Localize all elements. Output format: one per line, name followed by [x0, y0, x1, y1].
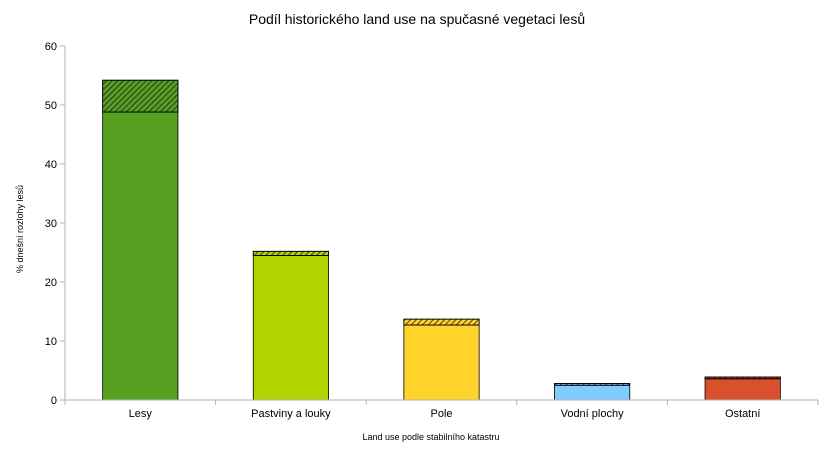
bar-segment [403, 324, 480, 401]
bar-hatch-overlay [704, 376, 781, 380]
x-tick-label: Lesy [129, 408, 153, 420]
x-tick-label: Pole [430, 408, 452, 420]
bar-segment [554, 384, 631, 401]
bar-hatch-overlay [252, 250, 329, 256]
y-tick-label: 20 [45, 277, 57, 289]
bars [102, 79, 781, 401]
y-tick-label: 0 [51, 395, 57, 407]
bar-hatch-overlay [554, 383, 631, 386]
x-tick-label: Pastviny a louky [251, 408, 331, 420]
x-axis-ticks: Lesy Pastviny a louky Pole Vodní plochy Osta… [64, 400, 819, 420]
bar-hatch-overlay [102, 79, 179, 113]
y-axis-label: % dnešní rozlohy lesů [15, 185, 25, 273]
bar-segment [252, 255, 329, 401]
y-axis-ticks: 0 10 20 30 40 50 60 [45, 41, 65, 407]
x-tick-label: Vodní plochy [561, 408, 624, 420]
y-tick-label: 10 [45, 336, 57, 348]
x-tick-label: Ostatní [725, 408, 760, 420]
x-axis-label: Land use podle stabilního katastru [362, 432, 499, 442]
bar-segment [102, 111, 179, 401]
y-tick-label: 30 [45, 218, 57, 230]
y-tick-label: 40 [45, 159, 57, 171]
chart-title: Podíl historického land use na spučasné … [249, 11, 585, 27]
bar-hatch-overlay [403, 318, 480, 326]
y-tick-label: 50 [45, 100, 57, 112]
y-tick-label: 60 [45, 41, 57, 53]
bar-segment [704, 378, 781, 401]
